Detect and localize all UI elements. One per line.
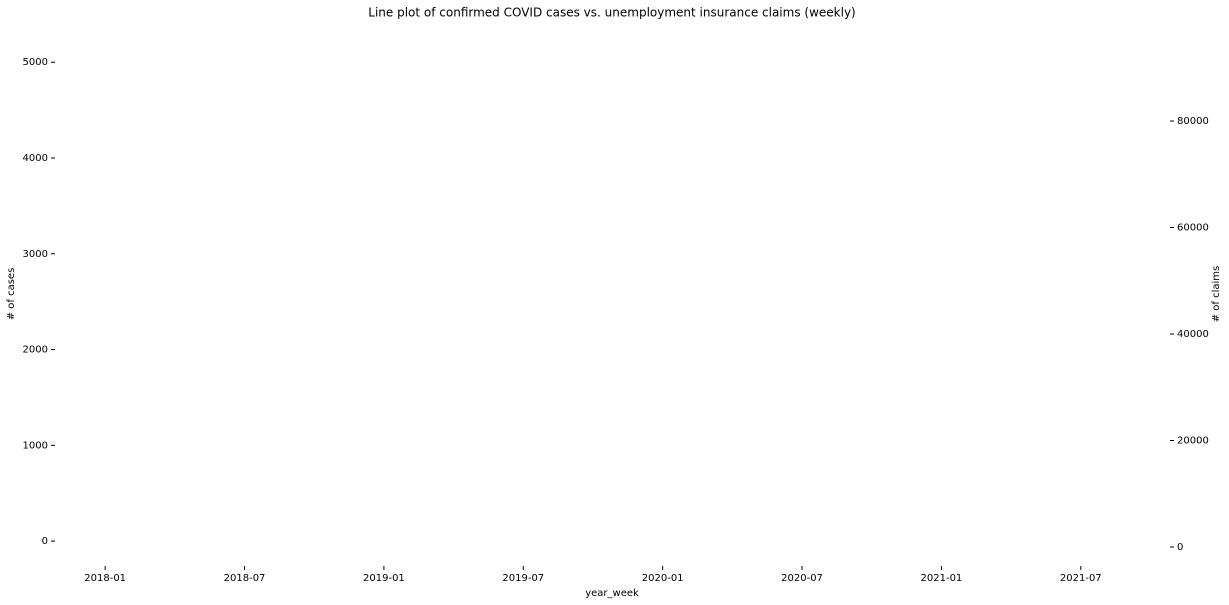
x-tick-label: 2018-01 xyxy=(84,573,126,584)
y-axis-label: # of cases xyxy=(6,268,17,321)
y-tick-label: 1000 xyxy=(23,440,48,451)
x-tick-label: 2019-07 xyxy=(502,573,544,584)
y2-tick-label: 40000 xyxy=(1177,329,1209,340)
y2-tick-label: 0 xyxy=(1177,542,1183,553)
y2-tick-label: 60000 xyxy=(1177,223,1209,234)
x-tick-label: 2021-01 xyxy=(921,573,963,584)
y-tick-label: 4000 xyxy=(23,153,48,164)
x-tick-label: 2019-01 xyxy=(363,573,405,584)
chart-title: Line plot of confirmed COVID cases vs. u… xyxy=(368,6,855,20)
x-tick-label: 2021-07 xyxy=(1060,573,1102,584)
x-tick-label: 2020-07 xyxy=(781,573,823,584)
x-axis-label: year_week xyxy=(585,588,639,599)
x-tick-label: 2018-07 xyxy=(224,573,266,584)
y2-axis-label: # of claims xyxy=(1211,266,1222,323)
y2-tick-label: 20000 xyxy=(1177,436,1209,447)
x-tick-label: 2020-01 xyxy=(642,573,684,584)
y-tick-label: 5000 xyxy=(23,57,48,68)
y-tick-label: 3000 xyxy=(23,249,48,260)
y-tick-label: 2000 xyxy=(23,345,48,356)
y-tick-label: 0 xyxy=(42,536,48,547)
y2-tick-label: 80000 xyxy=(1177,116,1209,127)
